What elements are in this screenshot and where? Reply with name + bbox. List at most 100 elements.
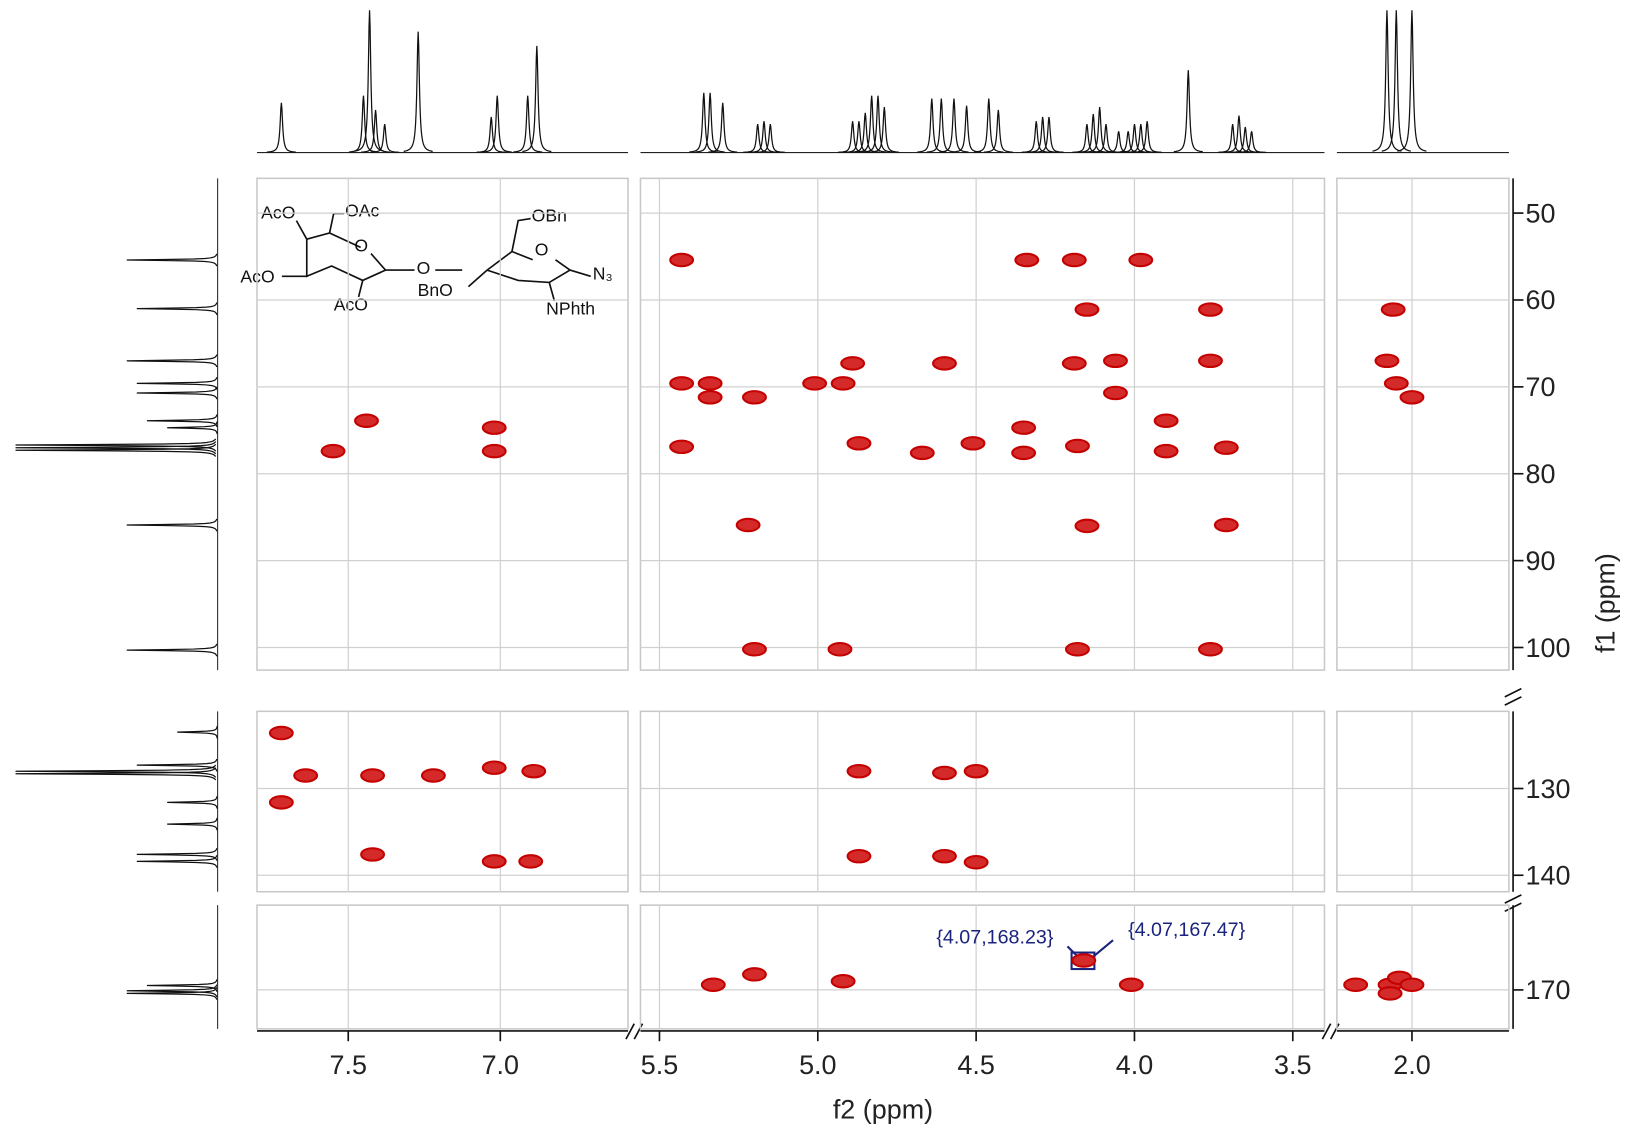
cross-peak — [1399, 390, 1425, 405]
cross-peak — [697, 376, 723, 391]
cross-peak — [1071, 953, 1097, 968]
cross-peak — [700, 977, 726, 992]
cross-peak — [481, 854, 507, 869]
cross-peak — [360, 768, 386, 783]
structure-label: O — [417, 258, 431, 278]
f2-projection-peak — [348, 95, 379, 153]
f2-projection-peak — [1372, 10, 1402, 152]
x-tick-label: 3.5 — [1274, 1050, 1311, 1080]
cross-peak — [1399, 977, 1425, 992]
cross-peak — [360, 847, 386, 862]
cross-peak — [1103, 385, 1128, 401]
cross-peak — [827, 642, 853, 657]
cross-peak — [1128, 252, 1154, 268]
f2-projection-peak — [695, 92, 725, 153]
cross-peak — [1383, 376, 1409, 391]
f2-projection-peak — [838, 121, 868, 153]
cross-peak — [846, 763, 872, 779]
f1-projection-peak — [15, 767, 217, 781]
cross-peak — [1118, 977, 1144, 992]
f2-projection-peak — [974, 98, 1004, 153]
y-tick-label: 50 — [1526, 198, 1556, 228]
cross-peak — [669, 252, 695, 268]
f1-projection-peak — [126, 643, 218, 657]
x-tick-label: 4.0 — [1116, 1050, 1153, 1080]
f2-projection-peak — [513, 95, 543, 153]
f2-projection-peak — [939, 98, 969, 153]
cross-peak — [268, 725, 294, 741]
panel-frame — [1336, 710, 1510, 893]
y-tick-label: 80 — [1526, 459, 1556, 489]
f1-projection-peak — [126, 354, 218, 368]
cross-peak — [963, 763, 989, 779]
cross-peak — [932, 356, 957, 371]
y-axis-title: f1 (ppm) — [1591, 553, 1621, 653]
cross-peak — [1065, 642, 1090, 657]
cross-peak — [1377, 986, 1403, 1001]
cross-peak — [1153, 413, 1179, 428]
cross-peak — [963, 855, 989, 870]
cross-peak — [1061, 356, 1087, 371]
f1-projection-peak — [15, 438, 217, 452]
cross-peak — [320, 443, 346, 459]
f1-projection-peak — [126, 987, 218, 1000]
f1-projection-peak — [126, 253, 218, 267]
x-axis-title: f2 (ppm) — [833, 1095, 933, 1125]
f1-projection-peak — [177, 725, 218, 739]
x-tick-label: 2.0 — [1393, 1050, 1430, 1080]
cross-peak — [960, 436, 986, 451]
panel-frame — [1336, 177, 1510, 671]
cross-peak — [1213, 517, 1239, 533]
cross-peak — [669, 376, 695, 391]
f2-projection-peak — [370, 124, 400, 153]
f2-projection-peak — [1173, 70, 1203, 153]
x-tick-label: 5.5 — [641, 1050, 678, 1080]
f2-projection-peak — [482, 95, 512, 153]
f1-projection-peak — [136, 302, 218, 315]
f1-projection-peak — [15, 441, 217, 455]
cross-peak — [481, 420, 507, 435]
cross-peak — [840, 356, 866, 371]
cross-peak — [846, 436, 872, 451]
f2-projection-peak — [863, 95, 893, 153]
structure-label: AcO — [334, 294, 368, 314]
cross-peak — [1011, 420, 1037, 435]
cross-peak — [1374, 353, 1400, 369]
structure-label: O — [354, 236, 368, 256]
cross-peak — [742, 390, 767, 405]
cross-peak — [932, 765, 957, 781]
f2-projection-peak — [266, 102, 296, 153]
f2-projection-peak — [743, 124, 773, 153]
f1-projection-peak — [136, 386, 218, 400]
cross-peak — [742, 967, 767, 982]
cross-peak — [1198, 642, 1223, 657]
f2-projection-peak — [354, 10, 385, 152]
f2-projection-peak — [749, 121, 779, 153]
cross-peak — [1011, 445, 1037, 461]
f2-projection-peak — [1078, 114, 1108, 153]
f2-projection-peak — [983, 109, 1013, 153]
y-tick-label: 170 — [1526, 975, 1571, 1005]
f1-projection-peak — [126, 518, 218, 532]
f1-projection-peak — [167, 817, 218, 831]
f1-projection-peak — [167, 796, 218, 809]
f2-projection-peak — [869, 106, 899, 153]
structure-label: OAc — [345, 201, 379, 221]
f1-projection-peak — [136, 377, 218, 390]
f2-projection-peak — [476, 116, 506, 153]
cross-peak — [1074, 518, 1100, 534]
cross-peak — [909, 445, 935, 461]
f2-projection-peak — [403, 31, 433, 152]
f2-projection-peak — [844, 121, 874, 153]
panel-frame — [256, 710, 629, 893]
f1-projection-peak — [136, 758, 218, 772]
cross-peak — [802, 376, 828, 391]
cross-peak — [1153, 443, 1179, 459]
panel-frame — [639, 904, 1326, 1030]
y-tick-label: 140 — [1526, 861, 1571, 891]
panel-frame — [256, 904, 629, 1030]
structure-label: NPhth — [546, 298, 595, 318]
f1-projection-peak — [136, 855, 218, 868]
f2-projection-peak — [1034, 116, 1064, 153]
